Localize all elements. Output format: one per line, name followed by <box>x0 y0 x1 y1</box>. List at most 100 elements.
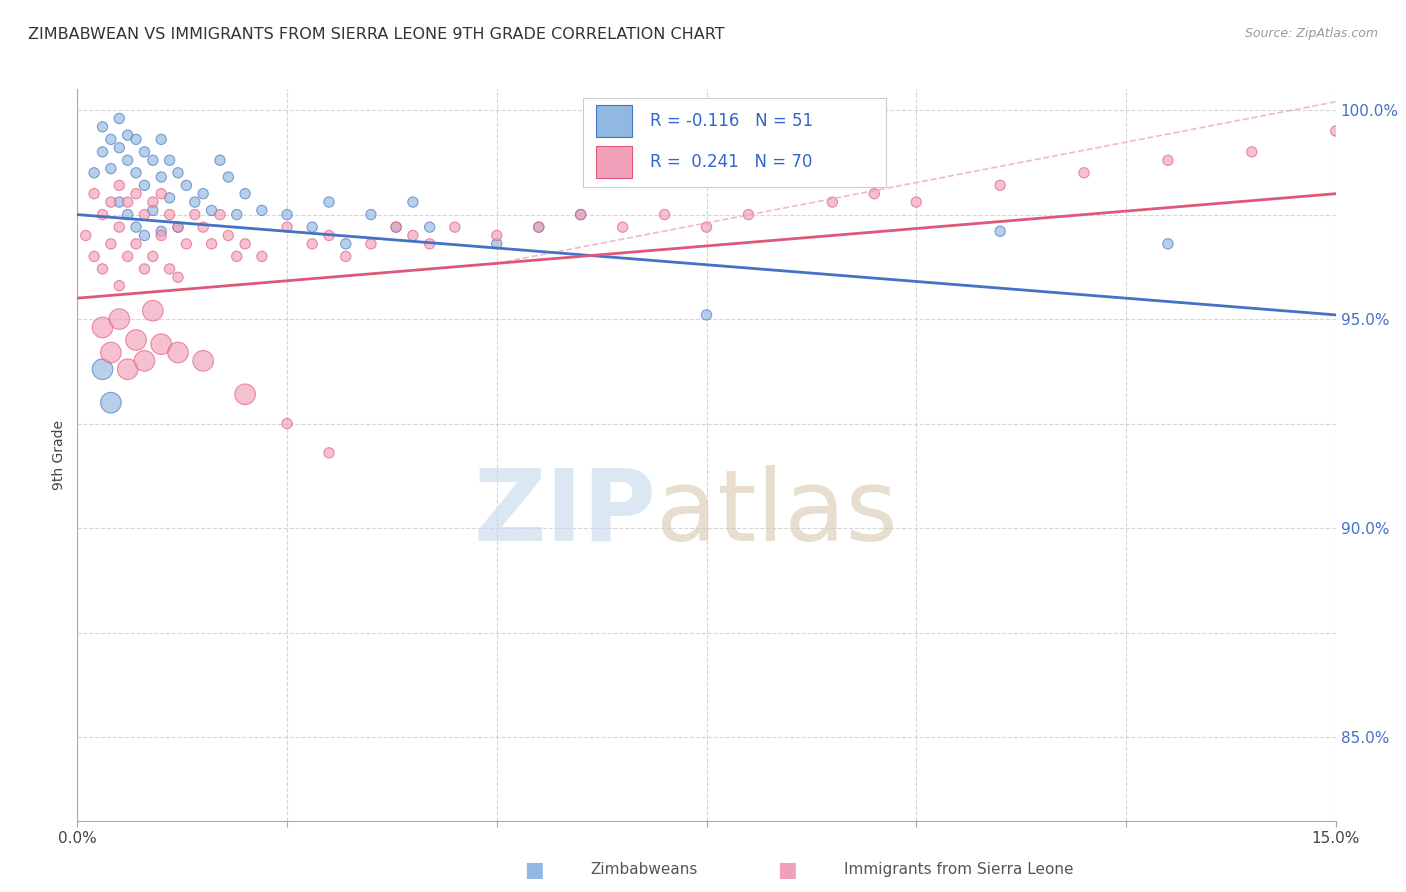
Point <box>217 169 239 184</box>
Point <box>318 228 340 243</box>
Point <box>527 220 550 235</box>
Point <box>83 249 105 263</box>
Point <box>360 208 382 222</box>
Point <box>108 112 131 126</box>
Point <box>150 228 173 243</box>
Point <box>176 178 198 193</box>
Bar <box>596 146 631 178</box>
Point <box>988 224 1011 238</box>
Point <box>91 145 114 159</box>
Point <box>125 166 148 180</box>
Point <box>737 208 759 222</box>
Point <box>988 178 1011 193</box>
Point <box>360 236 382 251</box>
Point <box>250 203 273 218</box>
Point <box>159 153 181 168</box>
Text: Zimbabweans: Zimbabweans <box>591 863 697 877</box>
Point <box>233 186 256 201</box>
Point <box>208 153 231 168</box>
Text: ■: ■ <box>778 860 797 880</box>
Point <box>117 195 139 210</box>
Point <box>276 417 298 431</box>
Point <box>117 128 139 143</box>
Point <box>100 236 122 251</box>
Point <box>100 161 122 176</box>
Point <box>125 132 148 146</box>
Point <box>1324 124 1347 138</box>
Point <box>318 446 340 460</box>
Point <box>117 153 139 168</box>
Point <box>176 236 198 251</box>
Point <box>159 208 181 222</box>
Point <box>569 208 592 222</box>
Point <box>863 186 886 201</box>
Point <box>301 220 323 235</box>
Point <box>167 220 190 235</box>
Point <box>134 178 156 193</box>
Point <box>225 208 247 222</box>
Text: R = -0.116   N = 51: R = -0.116 N = 51 <box>650 112 813 130</box>
Point <box>150 132 173 146</box>
Point <box>276 220 298 235</box>
Point <box>184 208 207 222</box>
Point <box>318 195 340 210</box>
Point <box>233 236 256 251</box>
Point <box>527 220 550 235</box>
Point <box>159 191 181 205</box>
Point <box>125 236 148 251</box>
Point <box>200 203 222 218</box>
Point <box>402 228 425 243</box>
Point <box>100 195 122 210</box>
Point <box>91 261 114 276</box>
Point <box>233 387 256 401</box>
Point <box>150 224 173 238</box>
Point <box>208 208 231 222</box>
Point <box>117 208 139 222</box>
Point <box>444 220 467 235</box>
Text: atlas: atlas <box>657 465 898 562</box>
Point <box>167 166 190 180</box>
Point <box>654 208 676 222</box>
Point <box>142 303 165 318</box>
Point <box>150 186 173 201</box>
Point <box>485 228 508 243</box>
Point <box>91 320 114 334</box>
Point <box>142 153 165 168</box>
Point <box>125 333 148 347</box>
Point <box>108 220 131 235</box>
Text: Immigrants from Sierra Leone: Immigrants from Sierra Leone <box>844 863 1073 877</box>
Text: ZIP: ZIP <box>474 465 657 562</box>
Point <box>75 228 97 243</box>
Point <box>191 220 215 235</box>
Point <box>402 195 425 210</box>
Point <box>419 236 441 251</box>
Point <box>100 395 122 409</box>
Point <box>1240 145 1263 159</box>
Point <box>142 249 165 263</box>
Point <box>167 220 190 235</box>
Text: Source: ZipAtlas.com: Source: ZipAtlas.com <box>1244 27 1378 40</box>
Point <box>569 208 592 222</box>
Point <box>485 236 508 251</box>
Point <box>117 362 139 376</box>
Point <box>125 186 148 201</box>
Point <box>100 132 122 146</box>
Point <box>191 354 215 368</box>
Point <box>159 261 181 276</box>
Point <box>108 178 131 193</box>
Point <box>134 354 156 368</box>
Point <box>108 312 131 326</box>
Text: ZIMBABWEAN VS IMMIGRANTS FROM SIERRA LEONE 9TH GRADE CORRELATION CHART: ZIMBABWEAN VS IMMIGRANTS FROM SIERRA LEO… <box>28 27 724 42</box>
Point <box>200 236 222 251</box>
Point <box>184 195 207 210</box>
Point <box>1073 166 1095 180</box>
Point <box>108 141 131 155</box>
Point <box>142 203 165 218</box>
Point <box>100 345 122 359</box>
Point <box>821 195 844 210</box>
Point <box>134 145 156 159</box>
Point <box>91 208 114 222</box>
Point <box>91 120 114 134</box>
Point <box>696 308 718 322</box>
Point <box>696 220 718 235</box>
